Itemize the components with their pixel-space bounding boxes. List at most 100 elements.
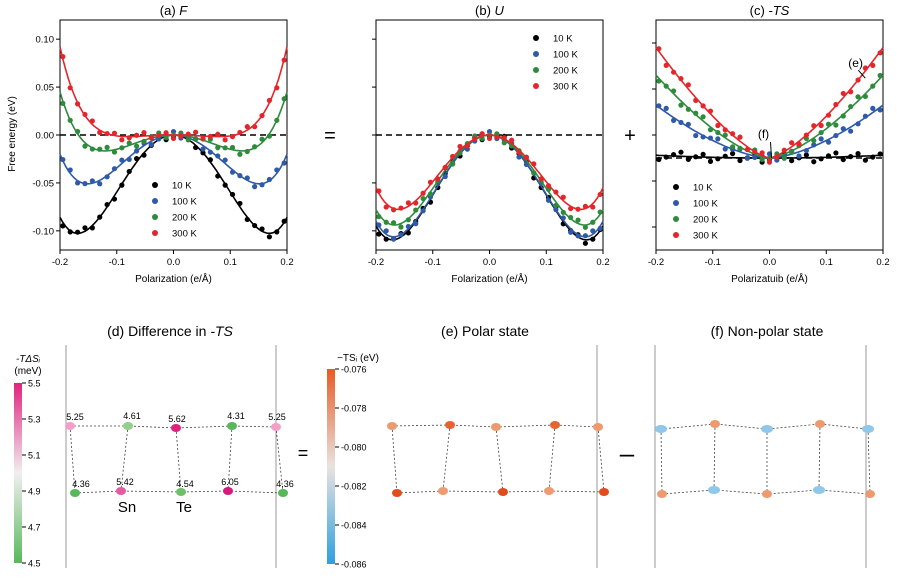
- data-point: [722, 127, 728, 133]
- data-point: [516, 154, 522, 160]
- data-point: [575, 233, 581, 239]
- data-point: [274, 117, 280, 123]
- data-point: [715, 136, 721, 142]
- data-point: [67, 117, 73, 123]
- data-point: [818, 136, 824, 142]
- chart-title-prefix: (a): [160, 3, 180, 18]
- data-point: [200, 150, 206, 156]
- data-point: [545, 186, 552, 192]
- data-point: [390, 207, 397, 213]
- x-tick-label: -0.1: [705, 257, 721, 268]
- data-point: [840, 113, 846, 119]
- series-curve: [375, 134, 604, 226]
- data-point: [531, 170, 537, 176]
- data-point: [97, 214, 103, 220]
- data-point: [870, 62, 876, 68]
- data-point: [67, 167, 73, 173]
- atom-d-bottom-1: [70, 489, 80, 497]
- data-point: [413, 200, 419, 206]
- colorbar-d: [14, 383, 22, 563]
- x-tick-label: -0.2: [52, 257, 68, 268]
- data-point: [781, 147, 787, 153]
- data-point: [789, 158, 795, 164]
- data-point: [656, 46, 662, 52]
- data-point: [538, 176, 544, 182]
- panel-f-bonds: [660, 423, 871, 495]
- data-point: [568, 214, 574, 221]
- data-point: [274, 229, 280, 235]
- data-point: [450, 153, 456, 160]
- data-point: [855, 77, 861, 83]
- minus-sign: –: [620, 438, 635, 468]
- atom-f-bottom-3: [762, 490, 772, 498]
- colorbar-tick-label: 4.9: [28, 487, 41, 497]
- chart-title-prefix: (b): [475, 3, 495, 18]
- data-point: [457, 143, 463, 150]
- data-point: [420, 208, 426, 214]
- data-point: [560, 215, 566, 221]
- data-point: [383, 236, 389, 242]
- data-point: [789, 140, 795, 146]
- colorbar-e: [327, 369, 335, 564]
- legend-marker: [533, 51, 539, 57]
- data-point: [134, 148, 140, 154]
- data-point: [252, 184, 258, 190]
- data-point: [818, 156, 824, 162]
- atom-value: 5.42: [116, 477, 134, 487]
- colorbar-tick-label: -0.078: [341, 404, 367, 414]
- data-point: [215, 173, 221, 179]
- data-point: [237, 200, 243, 207]
- atom-f-top-2: [710, 420, 720, 428]
- data-point: [266, 97, 273, 104]
- data-point: [811, 159, 817, 165]
- data-point: [427, 191, 434, 197]
- data-point: [855, 94, 861, 100]
- data-point: [870, 83, 876, 89]
- series-curve: [375, 134, 604, 241]
- data-point: [134, 143, 140, 149]
- legend-label: 300 K: [553, 82, 578, 93]
- data-point: [126, 168, 132, 175]
- atom-f-top-5: [862, 425, 874, 433]
- data-point: [501, 135, 507, 141]
- data-point: [479, 131, 485, 137]
- atom-e-bottom-2: [438, 487, 448, 495]
- chart-title: (c) -TS: [750, 3, 790, 18]
- colorbar-d-label-2: (meV): [14, 366, 41, 377]
- data-point: [405, 200, 411, 206]
- atom-e-top-4: [550, 421, 560, 429]
- atom-e-top-5: [593, 423, 603, 431]
- data-point: [707, 135, 714, 141]
- x-axis-label: Folarization (e/Å): [451, 272, 527, 285]
- data-point: [405, 230, 411, 236]
- data-point: [670, 117, 677, 123]
- data-point: [833, 101, 839, 108]
- atom-d-top-3: [171, 424, 181, 432]
- data-point: [281, 96, 287, 102]
- x-axis-label: Polarization (e/Å): [135, 272, 212, 285]
- data-point: [97, 181, 103, 187]
- atom-d-top-5: [271, 423, 281, 431]
- data-point: [840, 126, 846, 132]
- data-point: [134, 132, 140, 138]
- data-point: [707, 158, 714, 164]
- data-point: [825, 139, 832, 145]
- data-point: [450, 161, 456, 167]
- data-point: [141, 138, 147, 144]
- data-point: [730, 144, 736, 150]
- legend-marker: [152, 182, 158, 188]
- legend-label: 100 K: [693, 199, 718, 210]
- data-point: [833, 132, 839, 139]
- data-point: [678, 76, 684, 82]
- data-point: [163, 135, 169, 141]
- data-point: [60, 223, 66, 229]
- data-point: [516, 149, 522, 155]
- panel-f-title: (f) Non-polar state: [711, 323, 824, 339]
- label-te: Te: [176, 499, 192, 516]
- data-point: [752, 149, 758, 155]
- annotation-arrow: [770, 141, 772, 159]
- data-point: [74, 101, 81, 107]
- data-point: [134, 156, 140, 162]
- legend-label: 10 K: [172, 181, 192, 192]
- x-tick-label: 0.1: [540, 257, 553, 268]
